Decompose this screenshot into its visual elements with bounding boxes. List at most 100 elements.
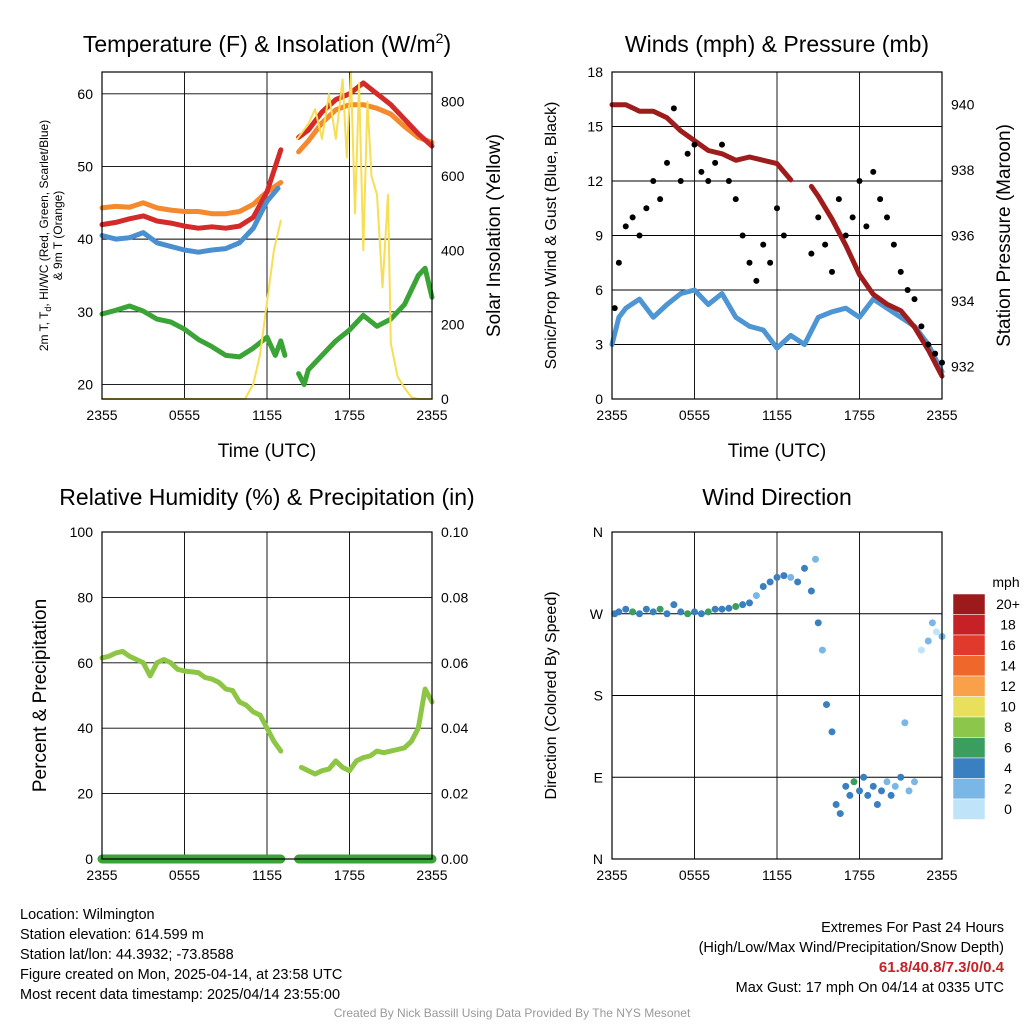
temperature-ytick-right-label-3: 600 [441,168,465,184]
legend-swatch-0 [952,593,986,615]
location-text: Location: Wilmington [20,907,155,923]
winds-title: Winds (mph) & Pressure (mb) [625,31,929,57]
direction-point-41 [860,773,868,781]
direction-point-28 [801,564,808,572]
legend-label-0: 20+ [996,596,1020,612]
direction-point-49 [897,773,905,781]
legend-swatch-8 [952,757,986,779]
direction-point-53 [917,646,925,654]
direction-point-14 [704,608,712,616]
winds-pressure-line [609,102,945,379]
direction-point-9 [670,601,678,609]
humidity-ytick-right-label-2: 0.04 [441,720,468,736]
winds-xtick-label-1: 0555 [679,407,710,423]
winds-gust-point-15 [712,159,719,166]
winds-gust-point-1 [615,259,622,266]
direction-point-32 [818,646,826,654]
extremes-title: Extremes For Past 24 Hours [821,920,1004,936]
direction-ylabel: Direction (Colored By Speed) [543,591,560,799]
direction-point-47 [887,791,895,799]
legend-swatch-4 [952,675,986,697]
winds-gust-point-23 [767,259,774,266]
direction-xtick-label-4: 2355 [926,867,957,883]
created-text: Figure created on Mon, 2025-04-14, at 23… [20,967,343,983]
temperature-ytick-right-label-0: 0 [441,391,449,407]
direction-point-40 [856,787,863,795]
temperature-temp_9m-line [99,102,435,217]
direction-point-18 [732,602,740,610]
direction-point-42 [864,791,872,799]
direction-xtick-label-0: 2355 [596,867,627,883]
direction-point-7 [656,605,664,613]
legend-swatch-3 [952,655,986,677]
humidity-ytick-right-label-4: 0.08 [441,589,468,605]
direction-point-6 [649,608,657,616]
direction-point-10 [677,608,685,616]
winds-plot-frame [611,71,943,400]
extremes-subtitle: (High/Low/Max Wind/Precipitation/Snow De… [698,940,1004,956]
winds-gust-point-11 [684,150,691,157]
winds-xlabel: Time (UTC) [728,441,827,462]
winds-ytick-right-label-4: 940 [951,97,975,113]
humidity-xtick-label-2: 1155 [252,867,282,883]
humidity-plot-frame [101,531,433,860]
direction-point-50 [901,719,909,727]
temperature-xlabel: Time (UTC) [218,441,317,462]
winds-gust-point-25 [780,232,787,239]
winds-gust-point-4 [636,232,643,239]
humidity-ytick-right-label-5: 0.10 [441,524,468,540]
legend-label-2: 16 [1000,637,1016,653]
winds-gust-point-18 [732,196,739,203]
direction-point-55 [928,619,936,627]
elevation-text: Station elevation: 614.599 m [20,927,204,943]
temperature-wind_chill-line [99,185,281,255]
winds-gust-point-14 [705,178,712,184]
direction-title: Wind Direction [702,484,852,510]
winds-gust-point-42 [918,323,925,330]
direction-point-11 [684,610,692,618]
winds-gust-point-26 [808,250,815,257]
direction-point-21 [752,592,760,600]
humidity-ytick-label-0: 0 [85,851,93,867]
winds-gust-point-33 [856,178,863,184]
humidity-xtick-label-1: 0555 [169,867,200,883]
winds-gust-point-32 [849,214,856,221]
humidity-ytick-label-2: 40 [77,720,93,736]
temperature-ytick-right-label-2: 400 [441,242,465,258]
direction-point-46 [883,778,891,786]
direction-point-2 [622,605,630,613]
winds-xtick-label-0: 2355 [596,407,627,423]
direction-point-4 [636,610,643,618]
humidity-xtick-label-4: 2355 [416,867,447,883]
legend-label-10: 0 [1004,801,1012,817]
winds-gust-point-41 [911,296,918,303]
winds-gust-point-9 [670,105,677,112]
direction-point-48 [891,782,899,790]
winds-ytick-right-label-3: 938 [951,162,975,178]
winds-gust-point-37 [884,214,890,221]
winds-ytick-label-6: 18 [587,64,603,80]
temperature-plot-frame [101,71,433,400]
humidity-xtick-label-0: 2355 [86,867,117,883]
legend-label-7: 6 [1004,740,1012,756]
winds-gust-point-38 [890,241,897,248]
direction-point-23 [766,578,774,586]
legend-label-3: 14 [1000,658,1016,674]
legend-swatch-2 [952,634,986,656]
direction-point-39 [850,778,858,786]
temperature-xtick-label-4: 2355 [416,407,447,423]
humidity-ytick-right-label-1: 0.02 [441,786,468,802]
direction-xtick-label-2: 1155 [762,867,792,883]
direction-point-54 [924,637,932,645]
winds-gust-point-10 [677,178,684,184]
winds-gust-point-7 [657,196,664,203]
winds-gust-point-8 [664,159,670,166]
direction-point-19 [739,601,747,609]
station-info: Location: Wilmington Station elevation: … [20,905,342,1005]
winds-ylabel: Sonic/Prop Wind & Gust (Blue, Black) [543,102,560,370]
winds-gust-point-16 [719,141,725,148]
temperature-ylabel-right: Solar Insolation (Yellow) [484,134,505,337]
legend-swatch-5 [952,696,986,718]
direction-point-20 [746,599,753,607]
